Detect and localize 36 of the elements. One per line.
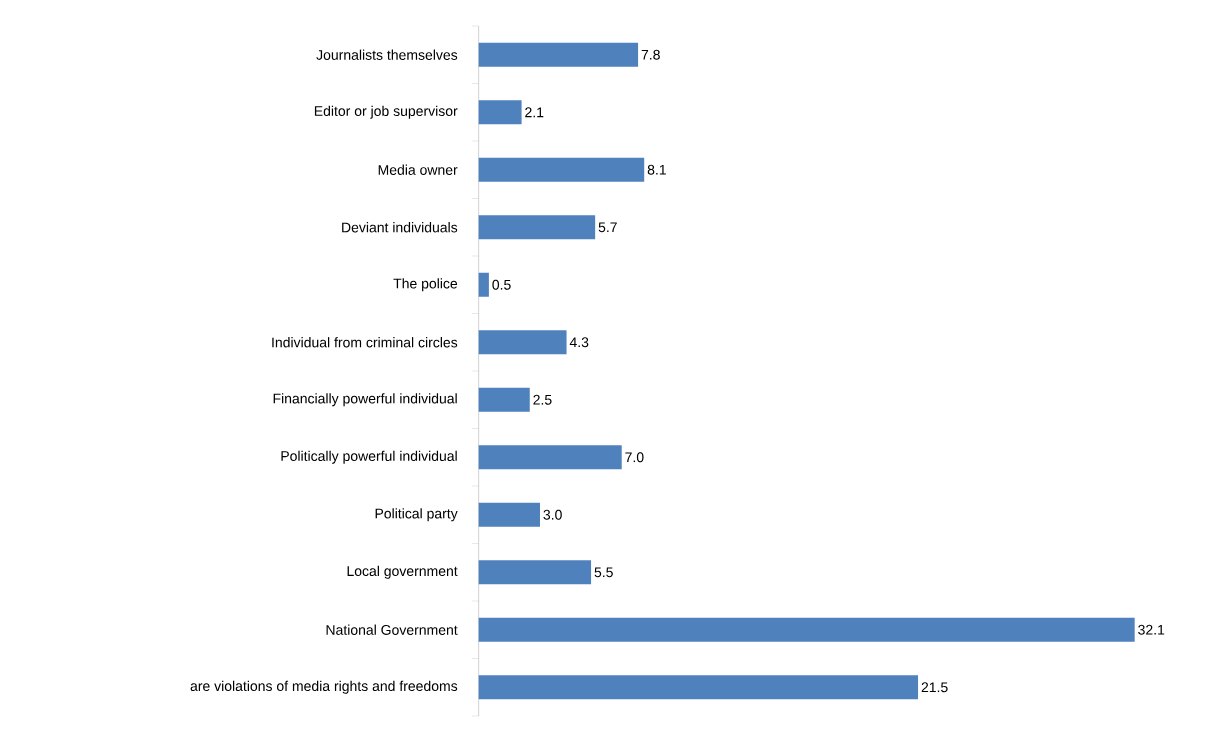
bar bbox=[478, 617, 1135, 642]
data-label: 8.1 bbox=[647, 164, 666, 175]
y-tick-label: The police bbox=[393, 278, 458, 292]
data-label: 21.5 bbox=[921, 682, 948, 693]
bar bbox=[478, 42, 639, 67]
data-label: 3.0 bbox=[543, 509, 562, 520]
y-tick-label: Editor or job supervisor bbox=[314, 105, 458, 119]
y-tick-label: Individual from criminal circles bbox=[272, 337, 458, 348]
y-tick-label: are violations of media rights and freedoms bbox=[190, 680, 458, 694]
data-label: 0.5 bbox=[492, 279, 511, 290]
data-label: 4.3 bbox=[569, 337, 589, 348]
data-label: 5.5 bbox=[594, 567, 613, 578]
y-tick-label: National Government bbox=[326, 624, 458, 635]
bar bbox=[478, 675, 919, 700]
data-label: 7.8 bbox=[641, 49, 660, 60]
bar bbox=[478, 387, 530, 412]
data-label: 2.1 bbox=[525, 107, 544, 118]
y-tick-label: Deviant individuals bbox=[342, 222, 458, 233]
bar bbox=[478, 502, 540, 527]
data-label: 32.1 bbox=[1138, 624, 1165, 635]
bar bbox=[478, 157, 645, 182]
y-tick-label: Local government bbox=[347, 565, 458, 579]
y-tick-label: Political party bbox=[375, 508, 458, 522]
data-label: 2.5 bbox=[533, 394, 552, 405]
bar bbox=[478, 100, 522, 125]
bar bbox=[478, 330, 567, 355]
y-tick-label: Journalists themselves bbox=[316, 49, 458, 60]
data-label: 5.7 bbox=[598, 222, 617, 233]
y-tick-label: Politically powerful individual bbox=[281, 450, 457, 464]
bar bbox=[478, 215, 596, 240]
bar bbox=[478, 560, 592, 585]
y-tick-label: Financially powerful individual bbox=[273, 393, 457, 407]
bar bbox=[478, 445, 622, 470]
y-tick-label: Media owner bbox=[378, 164, 458, 175]
bar bbox=[478, 272, 489, 297]
data-label: 7.0 bbox=[625, 452, 644, 463]
